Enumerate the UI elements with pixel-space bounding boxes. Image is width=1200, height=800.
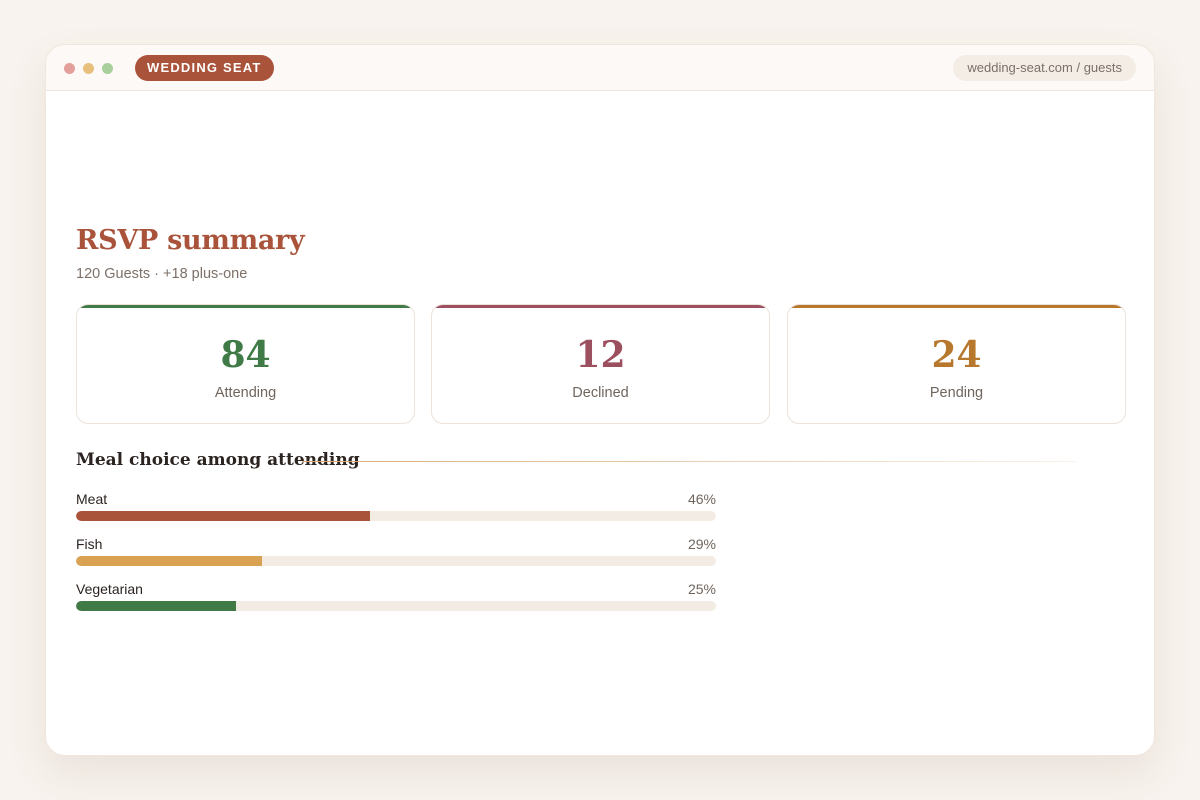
stat-value: 24 <box>931 334 982 376</box>
meal-bar-fill <box>76 511 371 521</box>
stat-card-declined: 12 Declined <box>431 304 770 424</box>
meal-name: Vegetarian <box>76 581 143 597</box>
meal-percent: 29% <box>687 536 716 552</box>
stat-card-pending: 24 Pending <box>787 304 1126 424</box>
stat-value: 12 <box>575 334 626 376</box>
minimize-window-button[interactable] <box>83 63 94 74</box>
stat-value: 84 <box>220 334 271 376</box>
meal-bar-fill <box>76 556 262 566</box>
meal-row-fish: Fish 29% <box>76 536 716 576</box>
meal-bar-fill <box>76 601 236 611</box>
brand-badge: WEDDING SEAT <box>135 55 274 81</box>
maximize-window-button[interactable] <box>102 63 113 74</box>
stat-label: Declined <box>572 385 629 401</box>
url-bar[interactable]: wedding-seat.com / guests <box>953 55 1136 81</box>
stat-label: Pending <box>929 385 984 401</box>
stat-card-attending: 84 Attending <box>76 304 415 424</box>
section-divider <box>302 461 1075 462</box>
meal-row-meat: Meat 46% <box>76 491 716 531</box>
page-title: RSVP summary <box>76 225 305 256</box>
stat-label: Attending <box>214 385 277 401</box>
meal-percent: 46% <box>687 491 716 507</box>
meal-section-title: Meal choice among attending <box>76 450 360 470</box>
rsvp-stat-cards: 84 Attending 12 Declined 24 Pending <box>76 304 1126 424</box>
close-window-button[interactable] <box>64 63 75 74</box>
meal-bar-track <box>76 511 716 521</box>
meal-bar-track <box>76 601 716 611</box>
meal-bar-track <box>76 556 716 566</box>
meal-percent: 25% <box>687 581 716 597</box>
browser-window: WEDDING SEAT wedding-seat.com / guests R… <box>45 44 1155 756</box>
meal-row-vegetarian: Vegetarian 25% <box>76 581 716 621</box>
guest-count-subtitle: 120 Guests · +18 plus-one <box>76 266 248 282</box>
meal-name: Meat <box>76 491 108 507</box>
title-bar: WEDDING SEAT wedding-seat.com / guests <box>46 45 1154 91</box>
meal-name: Fish <box>76 536 103 552</box>
